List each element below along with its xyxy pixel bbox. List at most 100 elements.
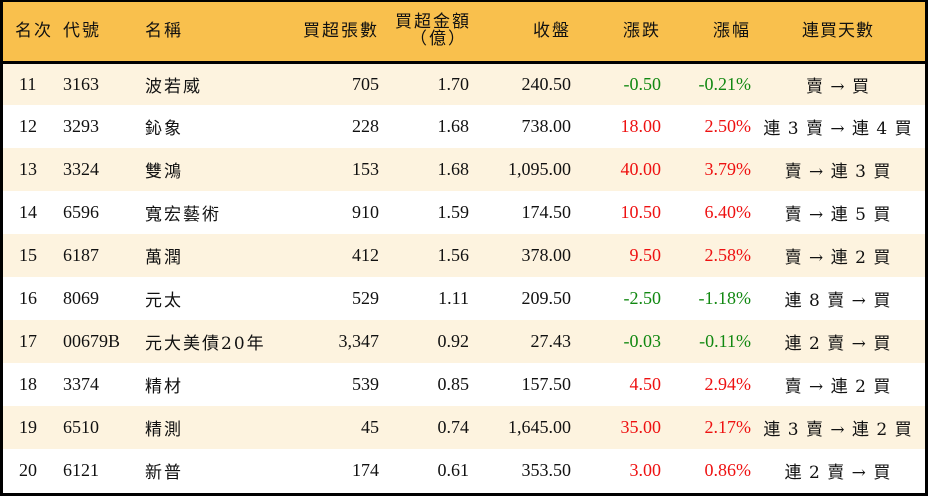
cell-net-buy-amount: 0.74 <box>437 417 470 437</box>
table-row[interactable]: 18 3374 精材 539 0.85 157.50 4.50 2.94% 賣 … <box>3 363 925 406</box>
cell-rank: 17 <box>19 331 37 351</box>
cell-code: 6121 <box>63 460 99 480</box>
table-row[interactable]: 15 6187 萬潤 412 1.56 378.00 9.50 2.58% 賣 … <box>3 234 925 277</box>
cell-change-pct: 3.79% <box>704 159 752 179</box>
net-buy-ranking-table: 名次 代號 名稱 買超張數 買超金額 （億） 收盤 漲跌 漲幅 連買天數 11 … <box>3 2 925 492</box>
cell-change-pct: 2.17% <box>704 417 752 437</box>
table-row[interactable]: 19 6510 精測 45 0.74 1,645.00 35.00 2.17% … <box>3 406 925 449</box>
header-rank: 名次 <box>3 2 63 64</box>
cell-close: 27.43 <box>530 331 572 351</box>
table-row[interactable]: 20 6121 新普 174 0.61 353.50 3.00 0.86% 連 … <box>3 449 925 492</box>
cell-name: 波若威 <box>145 76 202 97</box>
cell-code: 00679B <box>63 331 121 351</box>
cell-net-buy-amount: 1.68 <box>437 116 470 136</box>
cell-net-buy-amount: 1.56 <box>437 245 470 265</box>
header-streak: 連買天數 <box>751 2 925 64</box>
cell-streak: 賣 → 連 3 買 <box>784 162 892 182</box>
cell-streak: 連 8 賣 → 買 <box>784 291 892 311</box>
cell-streak: 賣 → 連 5 買 <box>784 205 892 225</box>
cell-close: 1,095.00 <box>508 159 571 179</box>
cell-change: 40.00 <box>620 159 662 179</box>
cell-name: 精測 <box>145 420 183 440</box>
cell-net-buy-lots: 539 <box>352 374 379 394</box>
table-body: 11 3163 波若威 705 1.70 240.50 -0.50 -0.21%… <box>3 62 925 492</box>
cell-change: 18.00 <box>620 116 662 136</box>
cell-net-buy-lots: 228 <box>352 116 379 136</box>
cell-change-pct: -1.18% <box>698 288 752 308</box>
cell-close: 240.50 <box>521 73 572 94</box>
cell-change: -0.03 <box>623 331 662 351</box>
table-row[interactable]: 16 8069 元太 529 1.11 209.50 -2.50 -1.18% … <box>3 277 925 320</box>
cell-change: -0.50 <box>623 73 662 94</box>
table-row[interactable]: 11 3163 波若威 705 1.70 240.50 -0.50 -0.21%… <box>3 62 925 105</box>
cell-change-pct: -0.21% <box>698 73 752 94</box>
cell-net-buy-lots: 153 <box>352 159 379 179</box>
cell-streak: 連 3 賣 → 連 4 買 <box>763 119 913 139</box>
cell-name: 元太 <box>145 291 183 311</box>
header-row: 名次 代號 名稱 買超張數 買超金額 （億） 收盤 漲跌 漲幅 連買天數 <box>3 2 925 64</box>
cell-close: 157.50 <box>521 374 572 394</box>
header-net-buy-amount: 買超金額 （億） <box>379 2 479 64</box>
cell-close: 174.50 <box>521 202 572 222</box>
table-row[interactable]: 12 3293 鈊象 228 1.68 738.00 18.00 2.50% 連… <box>3 105 925 148</box>
cell-rank: 12 <box>19 116 37 136</box>
header-net-buy-amount-line1: 買超金額 <box>395 12 471 33</box>
table-row[interactable]: 17 00679B 元大美債20年 3,347 0.92 27.43 -0.03… <box>3 320 925 363</box>
cell-code: 6510 <box>63 417 99 437</box>
header-close: 收盤 <box>479 2 571 64</box>
cell-rank: 16 <box>19 288 37 308</box>
cell-close: 353.50 <box>521 460 572 480</box>
cell-streak: 連 2 賣 → 買 <box>784 463 892 483</box>
cell-name: 寬宏藝術 <box>145 205 221 225</box>
cell-net-buy-lots: 3,347 <box>338 331 380 351</box>
cell-net-buy-amount: 1.59 <box>437 202 470 222</box>
cell-net-buy-amount: 1.70 <box>437 73 470 94</box>
cell-rank: 11 <box>19 73 37 94</box>
cell-streak: 連 3 賣 → 連 2 買 <box>763 420 913 440</box>
cell-net-buy-amount: 1.68 <box>437 159 470 179</box>
cell-name: 元大美債20年 <box>145 334 266 354</box>
cell-name: 精材 <box>145 377 183 397</box>
cell-net-buy-lots: 910 <box>352 202 379 222</box>
cell-net-buy-amount: 0.92 <box>437 331 470 351</box>
cell-code: 3163 <box>63 73 99 94</box>
cell-code: 6187 <box>63 245 99 265</box>
cell-rank: 13 <box>19 159 37 179</box>
header-code: 代號 <box>63 2 145 64</box>
cell-code: 3293 <box>63 116 99 136</box>
header-change: 漲跌 <box>571 2 661 64</box>
cell-change-pct: -0.11% <box>699 331 751 351</box>
cell-net-buy-lots: 174 <box>352 460 379 480</box>
table-row[interactable]: 13 3324 雙鴻 153 1.68 1,095.00 40.00 3.79%… <box>3 148 925 191</box>
cell-name: 雙鴻 <box>145 162 183 182</box>
cell-streak: 賣 → 連 2 買 <box>784 377 892 397</box>
cell-name: 鈊象 <box>145 119 183 139</box>
cell-change-pct: 6.40% <box>704 202 752 222</box>
cell-code: 3324 <box>63 159 99 179</box>
cell-name: 新普 <box>145 463 183 483</box>
cell-change: 10.50 <box>620 202 662 222</box>
cell-rank: 15 <box>19 245 37 265</box>
cell-change: 9.50 <box>629 245 662 265</box>
table-row[interactable]: 14 6596 寬宏藝術 910 1.59 174.50 10.50 6.40%… <box>3 191 925 234</box>
cell-close: 738.00 <box>521 116 572 136</box>
cell-net-buy-lots: 45 <box>361 417 379 437</box>
cell-change-pct: 2.94% <box>704 374 752 394</box>
cell-rank: 14 <box>19 202 37 222</box>
cell-rank: 18 <box>19 374 37 394</box>
cell-rank: 20 <box>19 460 37 480</box>
cell-code: 3374 <box>63 374 99 394</box>
cell-change-pct: 0.86% <box>704 460 752 480</box>
cell-net-buy-amount: 0.85 <box>437 374 470 394</box>
cell-code: 8069 <box>63 288 99 308</box>
cell-change-pct: 2.58% <box>704 245 752 265</box>
cell-name: 萬潤 <box>145 248 183 268</box>
cell-streak: 賣 → 連 2 買 <box>784 248 892 268</box>
cell-net-buy-lots: 412 <box>352 245 379 265</box>
header-change-pct: 漲幅 <box>661 2 751 64</box>
cell-change: 4.50 <box>629 374 662 394</box>
cell-change-pct: 2.50% <box>704 116 752 136</box>
cell-close: 209.50 <box>521 288 572 308</box>
cell-change: 3.00 <box>629 460 662 480</box>
cell-net-buy-lots: 705 <box>352 73 379 94</box>
